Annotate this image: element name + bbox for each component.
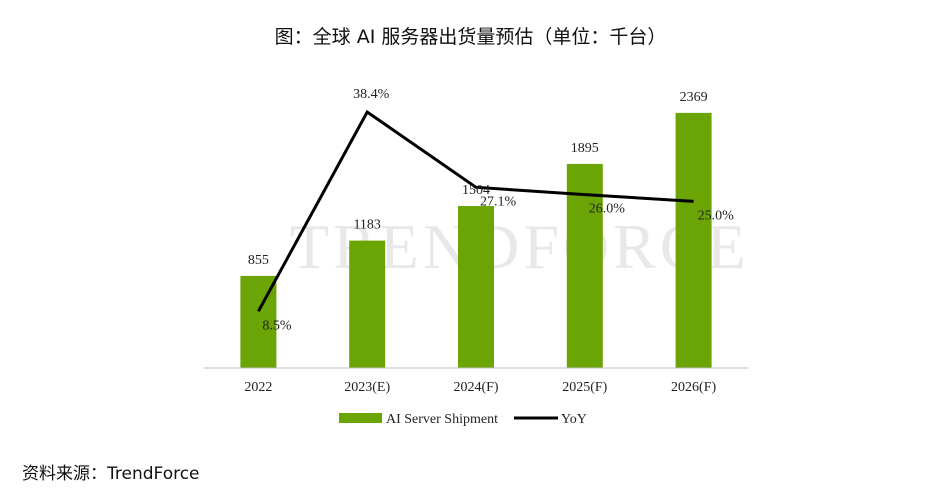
yoy-data-label: 27.1% — [480, 194, 517, 209]
bar-2026(F) — [675, 112, 712, 368]
x-tick-label: 2025(F) — [562, 380, 607, 395]
x-tick-label: 2023(E) — [344, 380, 390, 395]
yoy-line — [257, 109, 694, 313]
yoy-data-label: 8.5% — [262, 318, 292, 333]
source-note: 资料来源：TrendForce — [22, 464, 200, 484]
legend-label-ai-server-shipment: AI Server Shipment — [386, 412, 498, 427]
yoy-data-label: 25.0% — [698, 208, 735, 223]
bar-2023(E) — [349, 240, 386, 368]
yoy-data-label: 26.0% — [589, 202, 626, 217]
x-tick-label: 2026(F) — [671, 380, 716, 395]
bar-data-label: 2369 — [680, 90, 708, 105]
bar-2024(F) — [458, 206, 494, 368]
bar-data-label: 1895 — [571, 141, 599, 156]
bar-data-label: 855 — [248, 253, 269, 268]
chart-title: 图：全球 AI 服务器出货量预估（单位：千台） — [274, 26, 667, 48]
legend-label-yoy: YoY — [561, 412, 587, 427]
x-tick-label: 2022 — [244, 380, 272, 395]
bar-2025(F) — [566, 163, 603, 368]
x-tick-label: 2024(F) — [453, 380, 498, 395]
yoy-data-label: 38.4% — [353, 87, 390, 102]
bar-data-label: 1183 — [353, 218, 380, 233]
bar-data-label: 1504 — [462, 183, 490, 198]
legend-swatch-ai-server-shipment — [339, 413, 382, 423]
